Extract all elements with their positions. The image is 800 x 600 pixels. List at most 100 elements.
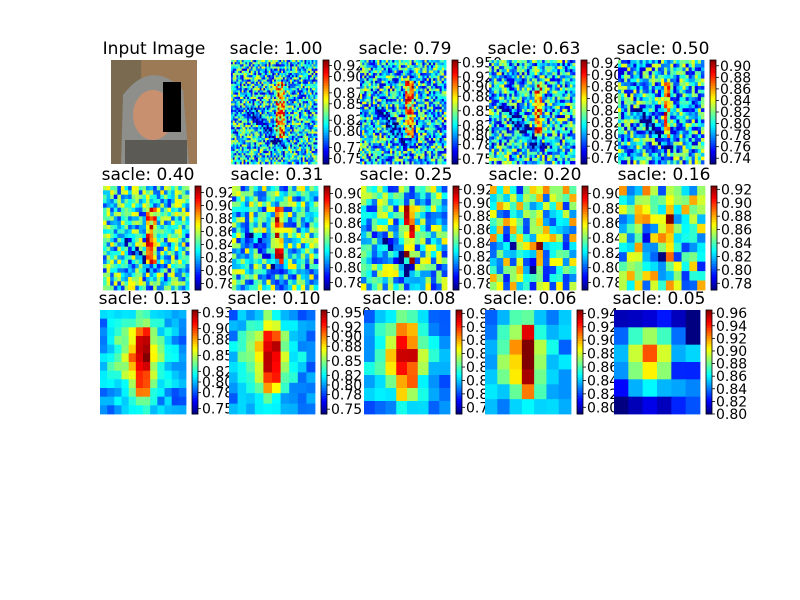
heatmap-cell	[504, 142, 508, 147]
heatmap-cell	[265, 75, 268, 78]
heatmap-cell	[547, 139, 551, 143]
heatmap-cell	[504, 112, 508, 116]
heatmap-cell	[377, 127, 380, 131]
colorbar-segment	[452, 112, 458, 116]
heatmap-cell	[420, 67, 423, 71]
heatmap-cell	[532, 124, 535, 128]
heatmap-cell	[362, 60, 365, 63]
heatmap-cell	[537, 78, 540, 82]
heatmap-cell	[257, 96, 261, 100]
heatmap-cell	[390, 65, 393, 69]
heatmap-cell	[379, 156, 382, 160]
heatmap-cell	[557, 121, 561, 125]
heatmap-cell	[311, 151, 314, 154]
heatmap-cell	[521, 133, 525, 137]
heatmap-cell	[557, 127, 561, 131]
heatmap-cell	[248, 101, 252, 104]
heatmap-cell	[547, 99, 551, 104]
heatmap-cell	[250, 81, 253, 85]
heatmap-cell	[511, 127, 515, 131]
heatmap-cell	[254, 66, 257, 70]
heatmap-cell	[302, 114, 305, 117]
heatmap-cell	[243, 146, 246, 150]
heatmap-cell	[231, 107, 234, 111]
heatmap-cell	[231, 60, 234, 63]
heatmap-cell	[435, 101, 438, 105]
heatmap-cell	[532, 118, 535, 122]
heatmap-cell	[360, 151, 363, 154]
heatmap-cell	[557, 66, 561, 70]
heatmap-cell	[248, 125, 252, 128]
heatmap-cell	[293, 107, 296, 111]
heatmap-cell	[549, 127, 553, 131]
heatmap-cell	[496, 102, 500, 107]
heatmap-cell	[275, 118, 278, 122]
heatmap-cell	[516, 124, 520, 128]
colorbar-segment	[452, 148, 458, 152]
heatmap-cell	[426, 156, 430, 160]
heatmap-cell	[252, 112, 255, 115]
heatmap-cell	[398, 130, 402, 134]
heatmap-cell	[290, 81, 293, 85]
heatmap-cell	[299, 86, 302, 89]
heatmap-cell	[385, 143, 389, 147]
heatmap-cell	[268, 129, 271, 132]
heatmap-cell	[311, 70, 314, 74]
heatmap-cell	[496, 133, 500, 137]
heatmap-cell	[256, 112, 259, 115]
heatmap-cell	[311, 127, 314, 130]
heatmap-cell	[420, 112, 423, 115]
heatmap-cell	[315, 90, 318, 93]
heatmap-cell	[532, 60, 535, 64]
heatmap-cell	[243, 103, 246, 106]
heatmap-cell	[234, 94, 237, 98]
heatmap-cell	[552, 69, 556, 73]
heatmap-cell	[302, 83, 305, 87]
heatmap-cell	[407, 114, 410, 118]
heatmap-cell	[257, 103, 261, 106]
heatmap-cell	[311, 66, 314, 70]
heatmap-cell	[279, 146, 282, 150]
heatmap-cell	[236, 129, 239, 132]
heatmap-cell	[377, 156, 380, 160]
heatmap-cell	[437, 106, 440, 110]
heatmap-cell	[284, 116, 287, 119]
heatmap-cell	[443, 67, 447, 71]
heatmap-cell	[284, 151, 287, 154]
heatmap-cell	[526, 130, 530, 134]
heatmap-cell	[396, 65, 400, 69]
heatmap-cell	[295, 60, 298, 63]
heatmap-cell	[537, 75, 540, 79]
heatmap-cell	[308, 64, 311, 67]
heatmap-cell	[534, 69, 538, 73]
heatmap-cell	[439, 104, 443, 108]
heatmap-cell	[567, 118, 571, 122]
heatmap-cell	[297, 77, 300, 80]
heatmap-cell	[362, 158, 365, 162]
heatmap-cell	[281, 153, 284, 156]
heatmap-cell	[413, 86, 417, 89]
heatmap-cell	[256, 116, 259, 119]
heatmap-cell	[266, 99, 270, 102]
heatmap-cell	[439, 132, 443, 136]
heatmap-cell	[398, 75, 402, 79]
heatmap-cell	[405, 127, 408, 131]
heatmap-cell	[372, 78, 376, 82]
heatmap-cell	[231, 135, 234, 139]
heatmap-cell	[552, 72, 556, 76]
heatmap-cell	[521, 105, 525, 110]
heatmap-cell	[306, 109, 309, 113]
heatmap-cell	[231, 146, 234, 150]
heatmap-cell	[281, 68, 284, 72]
heatmap-cell	[238, 75, 241, 78]
heatmap-cell	[514, 93, 518, 98]
heatmap-cell	[279, 92, 282, 96]
heatmap-cell	[407, 86, 410, 89]
heatmap-cell	[370, 151, 374, 154]
heatmap-cell	[245, 138, 248, 141]
heatmap-cell	[248, 70, 252, 74]
heatmap-cell	[277, 73, 280, 76]
heatmap-cell	[394, 145, 397, 149]
heatmap-cell	[385, 78, 389, 82]
heatmap-cell	[394, 140, 397, 144]
